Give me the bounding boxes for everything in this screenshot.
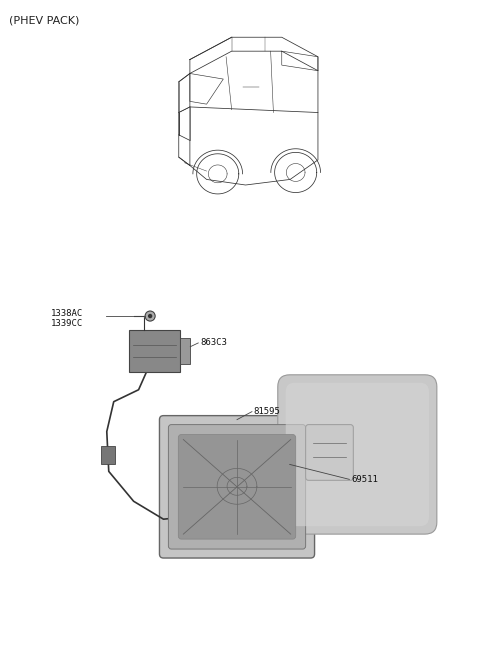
FancyBboxPatch shape xyxy=(286,382,429,526)
Text: 863C3: 863C3 xyxy=(200,338,227,348)
FancyBboxPatch shape xyxy=(168,424,306,549)
Text: 1339CC: 1339CC xyxy=(51,319,84,327)
Circle shape xyxy=(145,311,155,321)
FancyBboxPatch shape xyxy=(306,424,353,480)
Text: 1338AC: 1338AC xyxy=(51,308,84,318)
FancyBboxPatch shape xyxy=(101,447,115,464)
FancyBboxPatch shape xyxy=(159,416,314,558)
FancyBboxPatch shape xyxy=(179,434,296,539)
Text: 81595: 81595 xyxy=(253,407,280,416)
Circle shape xyxy=(149,315,152,318)
FancyBboxPatch shape xyxy=(129,330,180,372)
Text: (PHEV PACK): (PHEV PACK) xyxy=(9,15,80,26)
FancyBboxPatch shape xyxy=(180,338,190,364)
Text: 69511: 69511 xyxy=(351,475,378,484)
FancyBboxPatch shape xyxy=(278,375,437,534)
